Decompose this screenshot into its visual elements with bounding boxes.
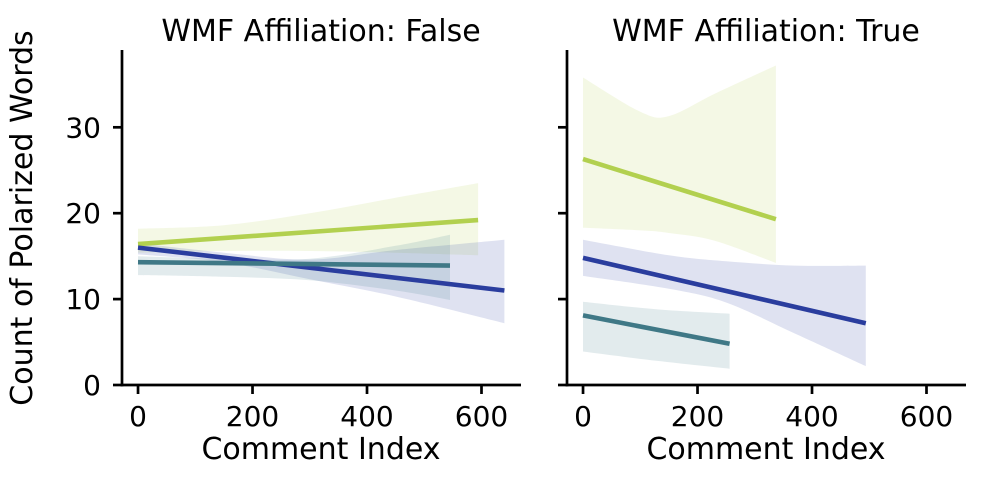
y-tick-label: 0 [83,369,101,402]
regression-line-teal [137,259,451,268]
regression-line-teal [582,313,731,347]
x-tick-label: 0 [129,400,147,433]
regression-line-blue [137,245,505,293]
x-tick-label: 600 [455,400,508,433]
x-tick-label: 400 [785,400,838,433]
x-tick-label: 200 [671,400,724,433]
x-tick-label: 0 [574,400,592,433]
x-axis-label-true: Comment Index [646,432,885,467]
y-tick-label: 30 [65,111,101,144]
subplot-wmf-false: 0 200 400 600 0 10 20 30 [65,50,521,433]
confidence-band-blue [583,239,866,367]
regression-line-green [137,217,479,247]
y-tick-label: 10 [65,283,101,316]
x-tick-label: 400 [340,400,393,433]
confidence-band-green [583,65,776,263]
x-axis-label-false: Comment Index [201,432,440,467]
x-tick-label: 600 [900,400,953,433]
subplot-title-false: WMF Affiliation: False [161,14,480,49]
y-axis-label: Count of Polarized Words [5,30,40,405]
regression-line-blue [582,255,867,326]
x-tick-label: 200 [226,400,279,433]
regression-line-green [582,156,777,222]
subplot-wmf-true: 0 200 400 600 [558,50,966,433]
confidence-band-teal [583,301,730,369]
y-tick-label: 20 [65,197,101,230]
confidence-band-blue [138,239,505,324]
subplot-title-true: WMF Affiliation: True [612,14,920,49]
